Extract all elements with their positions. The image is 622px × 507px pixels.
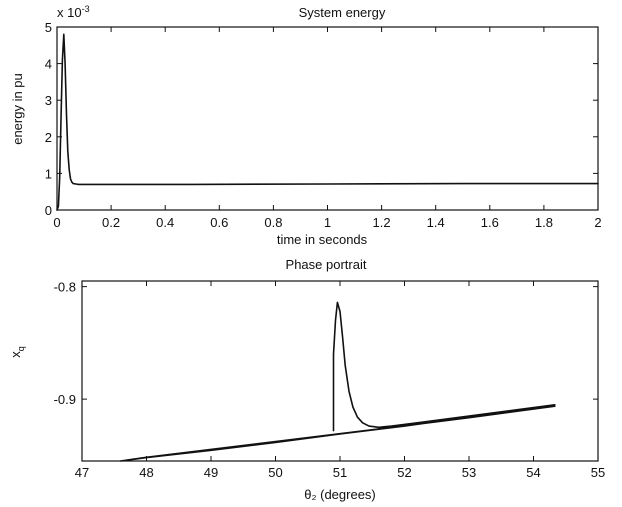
energy-chart-title: System energy bbox=[299, 5, 386, 20]
energy-x-tick-label: 0 bbox=[53, 215, 60, 230]
phase-x-tick-label: 52 bbox=[397, 465, 411, 480]
phase-x-axis-label: θ₂ (degrees) bbox=[304, 487, 376, 502]
energy-ticks bbox=[56, 26, 599, 211]
energy-x-tick-label: 0.2 bbox=[102, 215, 120, 230]
energy-y-tick-label: 5 bbox=[45, 20, 52, 35]
phase-x-tick-label: 53 bbox=[462, 465, 476, 480]
energy-series-line-0 bbox=[56, 33, 599, 211]
energy-y-tick-label: 4 bbox=[45, 57, 52, 72]
phase-axes-frame bbox=[81, 280, 599, 462]
phase-x-tick-label: 51 bbox=[333, 465, 347, 480]
energy-x-tick-label: 2 bbox=[594, 215, 601, 230]
phase-chart-title: Phase portrait bbox=[286, 257, 367, 272]
energy-axes-frame bbox=[56, 26, 599, 211]
energy-y-multiplier: x 10-3 bbox=[57, 4, 90, 20]
energy-x-axis-label: time in seconds bbox=[277, 232, 368, 247]
phase-chart: Phase portrait xq 47 48 49 50 51 52 53 54 55 -0.8… bbox=[8, 257, 605, 502]
energy-tick-labels: 0 0.2 0.4 0.6 0.8 1 1.2 1.4 1.6 1.8 2 0 1 2 3 4 5 bbox=[45, 20, 602, 230]
energy-y-axis-label: energy in pu bbox=[10, 73, 25, 145]
energy-x-tick-label: 1.2 bbox=[373, 215, 391, 230]
phase-y-tick-label: -0.8 bbox=[54, 280, 76, 295]
phase-x-tick-label: 50 bbox=[268, 465, 282, 480]
energy-plot-area bbox=[56, 33, 599, 211]
energy-y-tick-label: 2 bbox=[45, 130, 52, 145]
energy-x-tick-label: 0.4 bbox=[156, 215, 174, 230]
energy-x-tick-label: 1.4 bbox=[427, 215, 445, 230]
energy-x-tick-label: 0.6 bbox=[210, 215, 228, 230]
energy-x-tick-label: 1 bbox=[324, 215, 331, 230]
energy-y-tick-label: 0 bbox=[45, 203, 52, 218]
energy-x-tick-label: 0.8 bbox=[264, 215, 282, 230]
phase-plot-area bbox=[119, 301, 556, 462]
energy-chart: System energy x 10-3 energy in pu 0 0.2 0.… bbox=[10, 4, 602, 247]
phase-x-tick-label: 49 bbox=[204, 465, 218, 480]
phase-x-tick-label: 55 bbox=[591, 465, 605, 480]
energy-x-tick-label: 1.6 bbox=[481, 215, 499, 230]
phase-y-tick-label: -0.9 bbox=[54, 392, 76, 407]
phase-x-tick-label: 48 bbox=[139, 465, 153, 480]
energy-y-multiplier-exponent: -3 bbox=[82, 4, 90, 14]
phase-x-tick-label: 47 bbox=[75, 465, 89, 480]
energy-y-multiplier-base: x 10 bbox=[57, 5, 82, 20]
energy-y-tick-label: 3 bbox=[45, 93, 52, 108]
phase-x-tick-label: 54 bbox=[526, 465, 540, 480]
phase-y-axis-label: xq bbox=[8, 346, 26, 358]
phase-tick-labels: 47 48 49 50 51 52 53 54 55 -0.8 -0.9 bbox=[54, 280, 606, 480]
energy-y-tick-label: 1 bbox=[45, 166, 52, 181]
phase-series-line-0 bbox=[119, 301, 556, 462]
energy-x-tick-label: 1.8 bbox=[535, 215, 553, 230]
